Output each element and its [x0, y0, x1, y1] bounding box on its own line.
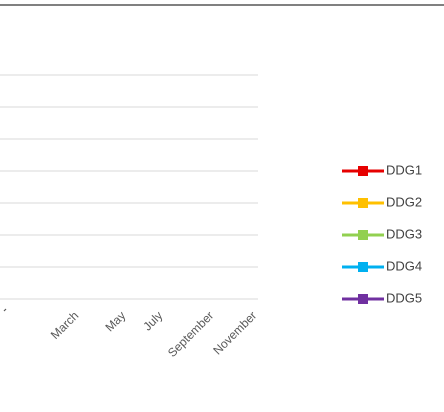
legend-marker [358, 294, 368, 304]
x-tick-label: March [48, 308, 81, 341]
legend-marker [358, 198, 368, 208]
cropped-tick-mark [3, 308, 7, 312]
x-tick-label: November [210, 308, 259, 357]
legend-label: DDG5 [386, 290, 422, 305]
legend-label: DDG1 [386, 162, 422, 177]
legend-item: DDG4 [342, 258, 422, 273]
x-tick-label: May [102, 308, 128, 334]
x-tick-label: July [140, 308, 165, 333]
legend-label: DDG2 [386, 194, 422, 209]
legend-item: DDG3 [342, 226, 422, 241]
x-tick-label: September [165, 308, 216, 359]
legend-marker [358, 230, 368, 240]
legend-label: DDG3 [386, 226, 422, 241]
legend-item: DDG1 [342, 162, 422, 177]
legend: DDG1 DDG2 DDG3 DDG4 DDG5 [342, 162, 422, 305]
legend-marker [358, 262, 368, 272]
gridlines [0, 74, 258, 300]
legend-marker [358, 166, 368, 176]
legend-item: DDG2 [342, 194, 422, 209]
legend-item: DDG5 [342, 290, 422, 305]
legend-label: DDG4 [386, 258, 422, 273]
